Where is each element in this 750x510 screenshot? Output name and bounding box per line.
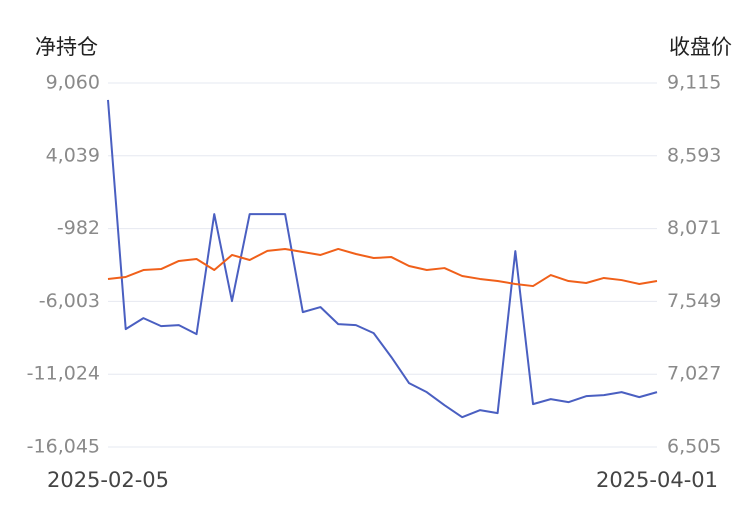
x-tick-label: 2025-02-05 <box>47 468 169 492</box>
y-tick-label: -982 <box>57 217 100 239</box>
x-tick-label: 2025-04-01 <box>596 468 718 492</box>
y2-tick-label: 7,027 <box>667 363 721 385</box>
y2-tick-label: 7,549 <box>667 290 721 312</box>
y-axis-title: 净持仓 <box>35 35 98 59</box>
series-line <box>107 247 658 288</box>
y-tick-label: -6,003 <box>39 290 100 312</box>
series-line <box>107 99 658 419</box>
y-tick-label: -16,045 <box>27 436 100 458</box>
y2-tick-label: 8,593 <box>667 144 721 166</box>
y2-tick-label: 9,115 <box>667 72 721 94</box>
y-tick-label: 9,060 <box>46 72 100 94</box>
y-tick-label: 4,039 <box>46 144 100 166</box>
y2-axis-title: 收盘价 <box>669 35 732 59</box>
y2-tick-label: 8,071 <box>667 217 721 239</box>
y-tick-label: -11,024 <box>27 363 100 385</box>
y2-tick-label: 6,505 <box>667 436 721 458</box>
